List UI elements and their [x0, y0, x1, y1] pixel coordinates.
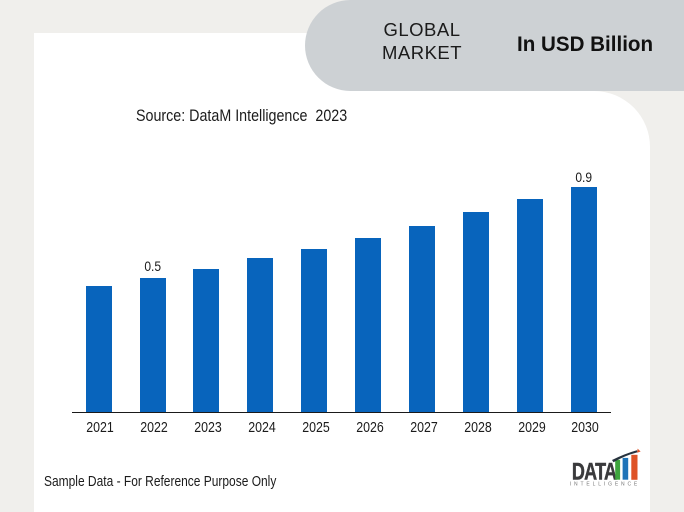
svg-text:INTELLIGENCE: INTELLIGENCE [570, 481, 640, 487]
svg-text:DATA: DATA [572, 459, 617, 485]
